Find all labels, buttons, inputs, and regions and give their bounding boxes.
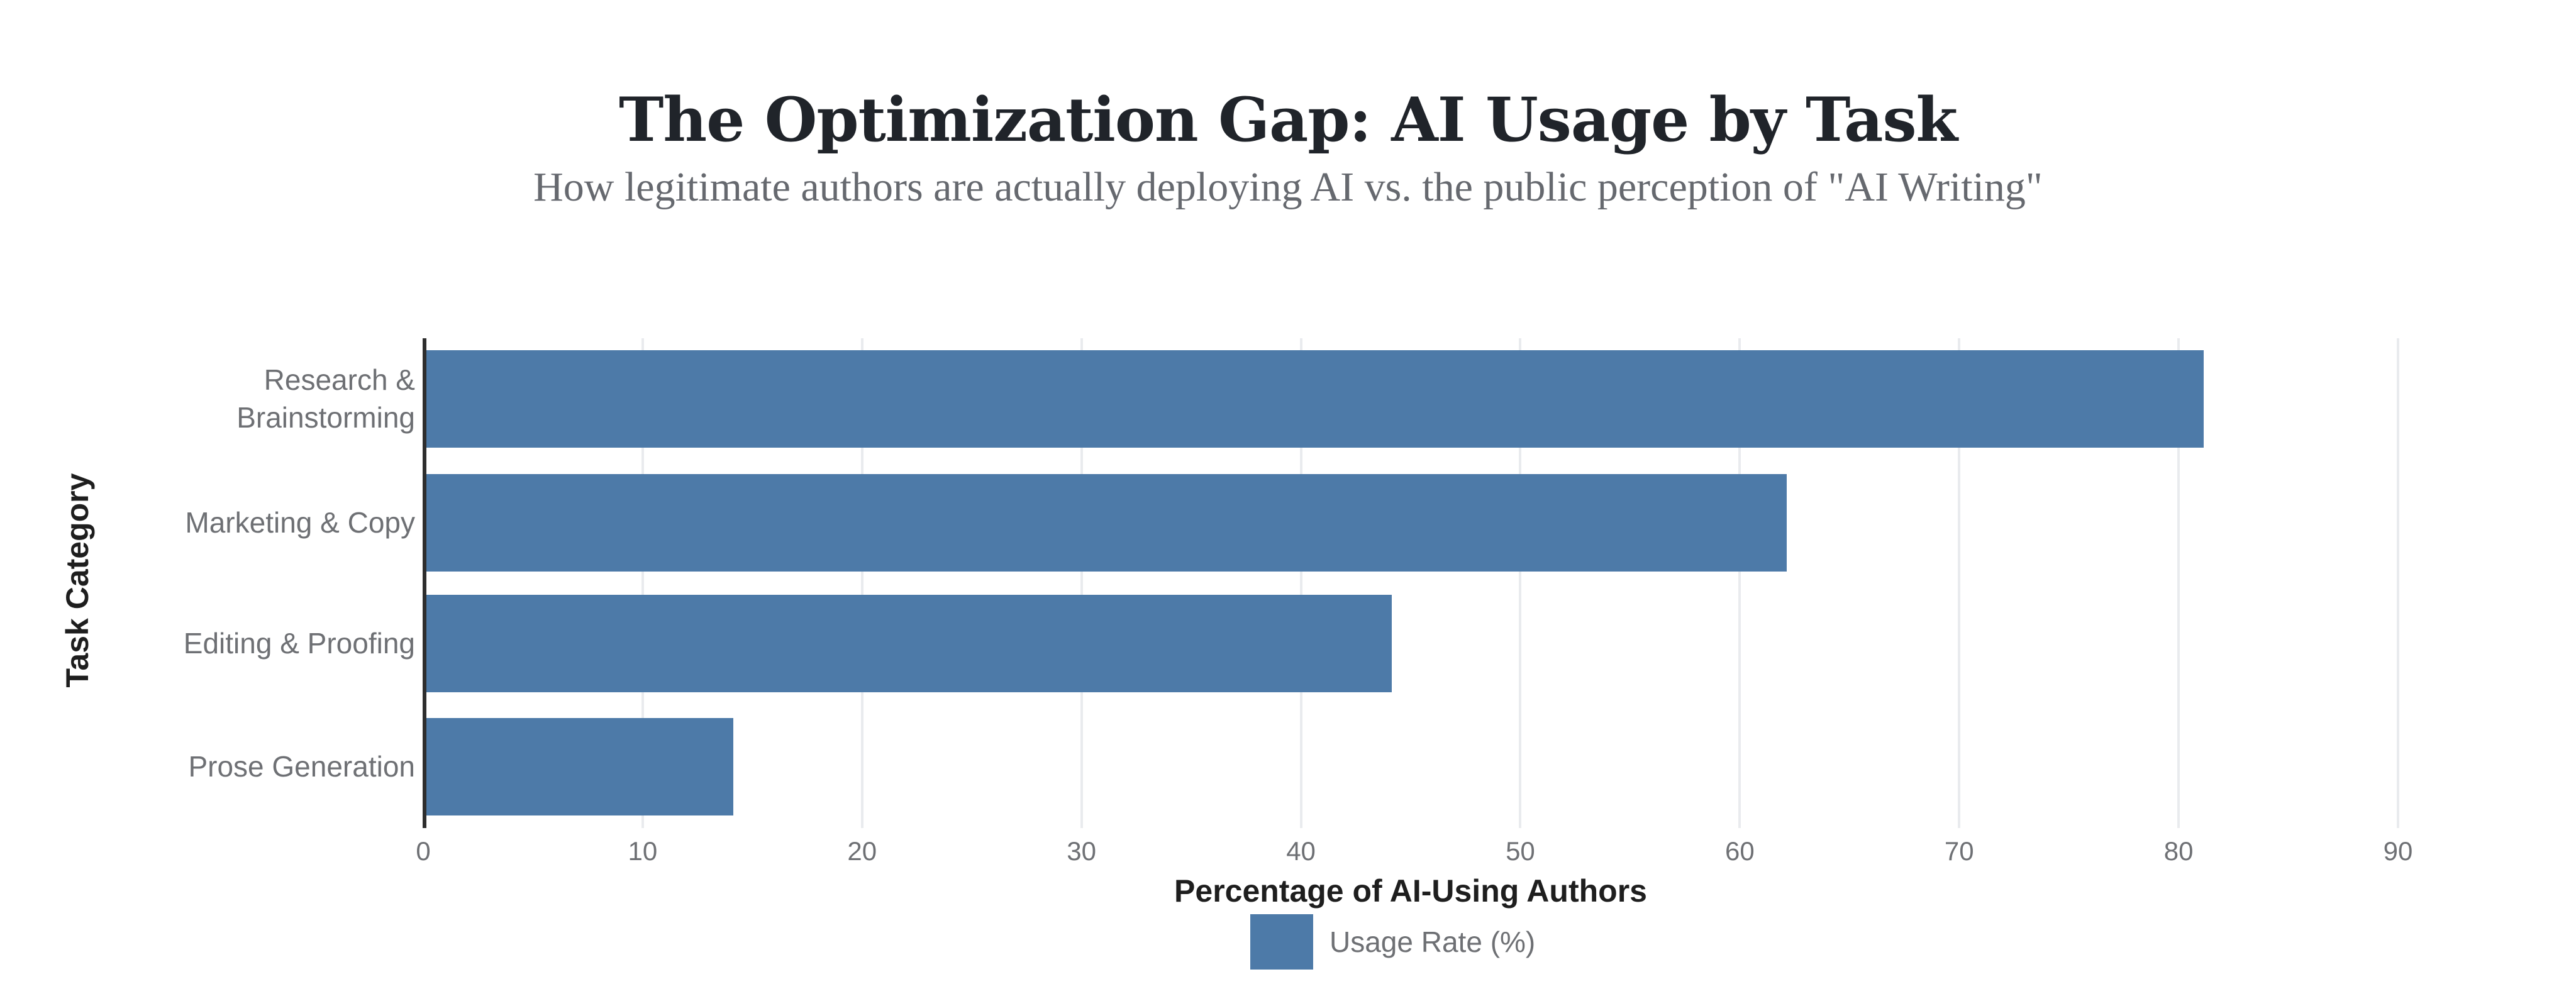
bar-editing-proofing[interactable]: [426, 595, 1392, 692]
legend-swatch-icon: [1250, 914, 1313, 970]
plot-area: [423, 338, 2492, 828]
gridline-80: [2177, 338, 2180, 828]
y-axis-line: [423, 338, 426, 828]
chart-title: The Optimization Gap: AI Usage by Task: [618, 84, 1958, 155]
category-label-editing-proofing: Editing & Proofing: [183, 626, 415, 660]
tick-label-70: 70: [1944, 836, 1974, 866]
tick-label-60: 60: [1724, 836, 1755, 866]
tick-label-80: 80: [2163, 836, 2194, 866]
tick-label-40: 40: [1286, 836, 1316, 866]
legend-item[interactable]: Usage Rate (%): [1250, 914, 1535, 970]
tick-label-50: 50: [1506, 836, 1535, 866]
tick-label-0: 0: [416, 836, 431, 866]
y-axis-title: Task Category: [60, 473, 95, 688]
legend-label: Usage Rate (%): [1330, 926, 1536, 958]
tick-label-10: 10: [628, 836, 658, 866]
gridline-10: [641, 338, 644, 828]
gridline-60: [1738, 338, 1741, 828]
tick-label-20: 20: [847, 836, 877, 866]
gridline-30: [1080, 338, 1083, 828]
category-label-marketing-copy: Marketing & Copy: [185, 506, 415, 539]
category-label-research-brainstorming: Research & Brainstorming: [236, 363, 415, 434]
bar-prose-generation[interactable]: [426, 718, 733, 815]
gridline-40: [1299, 338, 1302, 828]
gridline-90: [2397, 338, 2399, 828]
tick-label-30: 30: [1067, 836, 1097, 866]
chart-subtitle: How legitimate authors are actually depl…: [533, 164, 2043, 210]
bar-marketing-copy[interactable]: [426, 474, 1787, 572]
tick-label-90: 90: [2383, 836, 2413, 866]
category-label-prose-generation: Prose Generation: [188, 749, 415, 783]
gridline-70: [1958, 338, 1961, 828]
x-axis-title: Percentage of AI-Using Authors: [1174, 873, 1647, 909]
gridline-50: [1519, 338, 1522, 828]
gridline-20: [860, 338, 863, 828]
bar-research-brainstorming[interactable]: [426, 350, 2204, 448]
